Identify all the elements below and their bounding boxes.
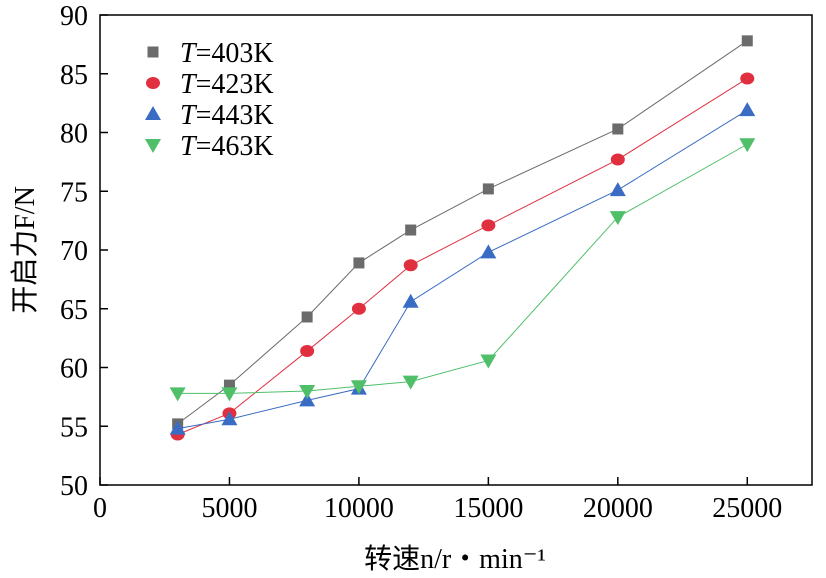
data-point [739,138,756,153]
data-point [353,257,365,269]
series-triangle-down [169,138,756,402]
x-tick-label: 5000 [201,493,257,524]
x-axis-title: 转速n/r・min⁻¹ [364,543,546,575]
y-tick-label: 50 [60,471,88,502]
x-tick-label: 15000 [453,493,523,524]
legend-marker [145,106,161,120]
data-point [482,183,494,195]
y-tick-label: 70 [60,236,88,267]
y-tick-label: 85 [60,60,88,91]
data-point [481,219,496,232]
series-triangle-up [169,102,756,435]
data-point [221,387,238,402]
x-tick-label: 20000 [583,493,653,524]
data-point [301,311,313,323]
legend-label: T=443K [180,100,274,131]
series-layer [169,35,756,441]
data-point [739,102,756,117]
y-tick-label: 75 [60,177,88,208]
data-point [351,302,366,315]
data-point [299,392,316,407]
series-line [177,78,748,435]
series-line [177,109,748,430]
data-point [609,182,626,197]
series-line [177,40,748,425]
data-point [740,72,755,85]
data-point [609,211,626,226]
legend-label: T=403K [180,38,274,69]
data-point [480,354,497,369]
legend-marker [145,139,161,153]
x-tick-label: 0 [93,493,107,524]
legend-label: T=423K [180,69,274,100]
x-tick-label: 25000 [712,493,782,524]
legend-marker [147,46,159,58]
data-point [350,380,367,395]
y-axis-title: 开启力F/N [9,186,41,314]
y-tick-label: 90 [60,1,88,32]
y-tick-label: 60 [60,354,88,385]
data-point [299,385,316,399]
data-point [402,293,419,308]
data-point [405,224,417,236]
legend-marker [146,77,160,89]
data-point [480,244,497,259]
data-point [300,345,315,358]
data-point [402,375,419,390]
data-point [612,123,624,135]
axes: 0 5000 10000 15000 20000 25000 50 55 60 65 70 75 80 8… [60,1,813,524]
data-point [223,379,235,391]
legend-label: T=463K [180,131,274,162]
data-point [741,35,753,47]
y-tick-label: 65 [60,295,88,326]
y-tick-label: 80 [60,119,88,150]
x-tick-label: 10000 [324,493,394,524]
series-line [177,143,748,394]
data-point [169,420,186,435]
data-point [169,387,186,402]
y-tick-label: 55 [60,412,88,443]
data-point [610,153,625,166]
data-point [403,259,418,272]
data-point [221,411,238,426]
